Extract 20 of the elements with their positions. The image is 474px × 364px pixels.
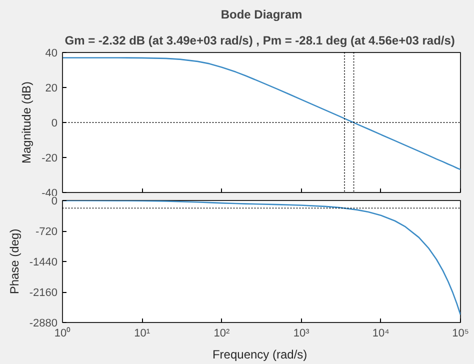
x-tick-label: 10⁰ — [54, 326, 71, 340]
y-tick-label: -720 — [35, 226, 58, 238]
x-tick-label: 10³ — [293, 328, 310, 340]
y-axis-title: Phase (deg) — [7, 228, 22, 294]
x-tick-label: 10⁵ — [452, 328, 469, 340]
y-tick-label: -1440 — [29, 256, 58, 268]
x-axis-title: Frequency (rad/s) — [212, 348, 308, 362]
y-tick-label: 20 — [45, 82, 58, 94]
x-tick-label: 10⁴ — [372, 328, 390, 340]
x-tick-label: 10¹ — [134, 328, 150, 340]
y-tick-label: -2160 — [29, 287, 58, 299]
y-tick-label: -2880 — [29, 318, 58, 330]
y-tick-label: 40 — [45, 48, 58, 60]
chart-subtitle: Gm = -2.32 dB (at 3.49e+03 rad/s) , Pm = -28.1 deg (at 4.56e+03 rad/s) — [64, 34, 455, 48]
y-tick-label: -20 — [42, 152, 58, 164]
chart-title: Bode Diagram — [220, 8, 302, 22]
y-tick-label: 0 — [51, 196, 58, 208]
x-tick-label: 10² — [214, 328, 230, 340]
y-tick-label: 0 — [51, 118, 58, 130]
y-axis-title: Magnitude (dB) — [20, 81, 34, 164]
